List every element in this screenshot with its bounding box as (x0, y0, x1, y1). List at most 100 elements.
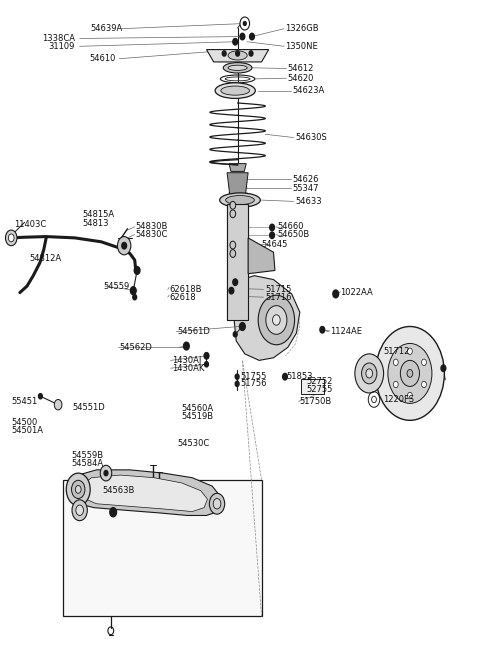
Circle shape (230, 210, 236, 217)
Polygon shape (229, 164, 246, 172)
Circle shape (283, 374, 288, 380)
Circle shape (122, 242, 127, 249)
Circle shape (273, 315, 280, 325)
Text: 51712: 51712 (384, 347, 410, 356)
Circle shape (233, 39, 238, 45)
Circle shape (408, 348, 412, 355)
Text: 54500: 54500 (11, 419, 37, 428)
Text: 54623A: 54623A (293, 86, 325, 95)
Text: 54551D: 54551D (72, 403, 105, 412)
Circle shape (134, 266, 140, 274)
Circle shape (388, 343, 432, 404)
Text: 1220FS: 1220FS (384, 395, 415, 404)
Circle shape (104, 471, 108, 476)
Text: 54639A: 54639A (91, 24, 123, 33)
Circle shape (243, 22, 246, 25)
Text: 1430AJ: 1430AJ (172, 356, 202, 365)
Text: 54660: 54660 (277, 222, 304, 231)
Text: 1350NE: 1350NE (286, 42, 318, 51)
Ellipse shape (228, 51, 247, 60)
Circle shape (75, 485, 81, 493)
Polygon shape (73, 470, 221, 515)
Circle shape (270, 232, 275, 238)
Circle shape (407, 370, 413, 377)
Text: 51750B: 51750B (300, 397, 332, 406)
Text: 54519B: 54519B (181, 412, 214, 421)
Polygon shape (81, 475, 207, 511)
Ellipse shape (226, 195, 254, 204)
Circle shape (233, 279, 238, 285)
Text: 11403C: 11403C (14, 220, 47, 229)
Circle shape (333, 290, 338, 298)
Circle shape (250, 33, 254, 40)
Circle shape (100, 466, 112, 481)
Text: 54560A: 54560A (181, 404, 214, 413)
Text: 54610: 54610 (89, 54, 116, 63)
Text: 51853: 51853 (286, 372, 312, 381)
Circle shape (209, 493, 225, 514)
Text: 51715: 51715 (265, 285, 291, 294)
Circle shape (76, 505, 84, 515)
Circle shape (38, 394, 42, 399)
Circle shape (240, 33, 245, 40)
Circle shape (421, 359, 426, 366)
Text: 54813: 54813 (82, 219, 108, 228)
Circle shape (240, 323, 245, 330)
Text: 54584A: 54584A (72, 459, 104, 468)
Circle shape (131, 287, 136, 295)
Text: 52755: 52755 (306, 385, 333, 394)
Text: 51756: 51756 (240, 379, 266, 389)
Text: 54559B: 54559B (72, 451, 104, 460)
Circle shape (230, 249, 236, 257)
Text: 54812A: 54812A (29, 253, 61, 263)
Bar (301, 379, 324, 394)
Ellipse shape (220, 193, 260, 207)
Circle shape (355, 354, 384, 393)
Text: 1338CA: 1338CA (42, 34, 75, 43)
Text: 1326GB: 1326GB (286, 24, 319, 33)
Circle shape (118, 236, 131, 255)
Polygon shape (227, 204, 248, 320)
Text: 62618: 62618 (169, 293, 196, 302)
Text: 54633: 54633 (295, 197, 322, 206)
Polygon shape (234, 276, 300, 360)
Circle shape (72, 480, 85, 498)
Text: 54830C: 54830C (136, 230, 168, 239)
Circle shape (236, 51, 240, 56)
Circle shape (240, 17, 250, 30)
Bar (63, 480, 262, 616)
Text: 1022AA: 1022AA (340, 288, 373, 297)
Circle shape (270, 224, 275, 231)
Circle shape (222, 51, 226, 56)
Text: 54630S: 54630S (295, 133, 327, 142)
Polygon shape (248, 238, 275, 274)
Ellipse shape (228, 65, 247, 71)
Text: 54830B: 54830B (136, 222, 168, 231)
Text: 54612: 54612 (288, 64, 314, 73)
Circle shape (249, 51, 253, 56)
Text: 51755: 51755 (240, 372, 266, 381)
Circle shape (204, 353, 209, 359)
Circle shape (394, 381, 398, 388)
Circle shape (235, 374, 239, 379)
Text: 55347: 55347 (293, 184, 319, 193)
Circle shape (320, 326, 324, 333)
Text: 62618B: 62618B (169, 285, 202, 294)
Text: 54559: 54559 (104, 281, 130, 291)
Circle shape (230, 241, 236, 249)
Text: 54650B: 54650B (277, 230, 310, 239)
Circle shape (72, 500, 87, 520)
Circle shape (229, 287, 234, 294)
Text: 54562D: 54562D (120, 343, 152, 352)
Circle shape (183, 342, 189, 350)
Circle shape (235, 381, 239, 387)
Text: 54530C: 54530C (178, 439, 210, 449)
Text: 54626: 54626 (293, 175, 319, 183)
Text: 54815A: 54815A (82, 210, 114, 219)
Circle shape (233, 332, 237, 337)
Circle shape (266, 306, 287, 334)
Circle shape (441, 365, 446, 372)
Text: 51716: 51716 (265, 293, 291, 302)
Circle shape (400, 360, 420, 387)
Text: 1124AE: 1124AE (330, 327, 362, 336)
